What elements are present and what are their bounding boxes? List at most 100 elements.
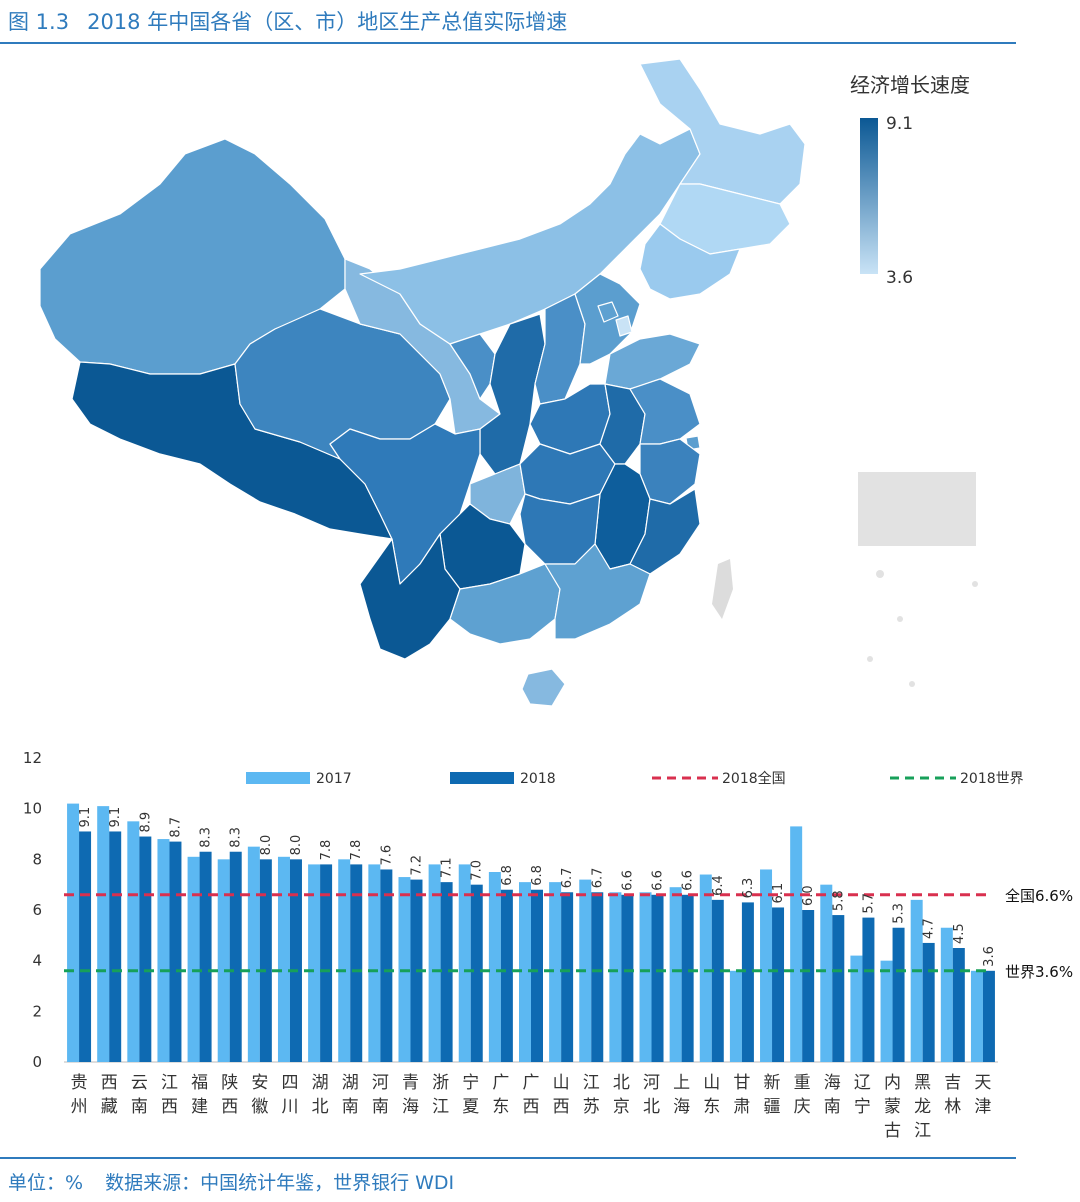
data-label-2018: 7.1	[440, 857, 455, 878]
x-tick-label: 江	[161, 1073, 178, 1093]
x-tick-label: 西	[221, 1097, 238, 1117]
legend-swatch-2018	[450, 772, 514, 784]
data-label-2018: 6.8	[500, 865, 515, 886]
x-tick-label: 庆	[794, 1097, 811, 1117]
legend-label-2018: 2018	[520, 771, 556, 787]
x-tick-label: 西	[553, 1097, 570, 1117]
x-tick-label: 南	[131, 1097, 148, 1117]
y-tick-label: 0	[32, 1053, 42, 1071]
bar-2018	[922, 942, 935, 1062]
y-tick-label: 4	[32, 952, 42, 970]
data-label-2018: 6.0	[801, 885, 816, 906]
bar-2017	[699, 874, 712, 1062]
bar-2018	[621, 894, 634, 1062]
x-tick-label: 吉	[944, 1073, 961, 1093]
bar-2017	[157, 839, 170, 1062]
bar-2018	[109, 831, 122, 1062]
bar-2017	[970, 970, 983, 1062]
bar-2018	[350, 864, 363, 1062]
bar-2018	[500, 889, 513, 1062]
bar-2017	[790, 826, 803, 1062]
data-label-2018: 5.3	[892, 903, 907, 924]
south-china-sea-island	[897, 616, 903, 622]
region-hainan	[521, 668, 566, 707]
bar-2017	[308, 864, 321, 1062]
data-label-2018: 7.0	[470, 860, 485, 881]
bar-2017	[368, 864, 381, 1062]
x-tick-label: 南	[824, 1097, 841, 1117]
y-tick-label: 10	[23, 800, 42, 818]
x-tick-label: 北	[312, 1097, 329, 1117]
x-tick-label: 宁	[462, 1073, 479, 1093]
region-heilongjiang	[639, 58, 806, 205]
bar-2018	[832, 915, 845, 1062]
bar-2017	[880, 960, 893, 1062]
x-tick-label: 福	[191, 1073, 208, 1093]
data-label-2018: 7.6	[379, 845, 394, 866]
data-label-2018: 6.8	[530, 865, 545, 886]
bar-2017	[760, 869, 773, 1062]
data-label-2018: 7.8	[319, 840, 334, 861]
bar-2018	[711, 899, 724, 1062]
x-tick-label: 南	[372, 1097, 389, 1117]
x-tick-label: 湖	[312, 1073, 329, 1093]
data-label-2018: 6.3	[741, 878, 756, 899]
south-china-sea-island	[867, 656, 873, 662]
x-tick-label: 北	[643, 1097, 660, 1117]
bar-2017	[247, 846, 260, 1062]
map-legend-min-label: 3.6	[886, 268, 913, 288]
data-label-2018: 8.3	[199, 827, 214, 848]
region-fujian	[629, 488, 701, 575]
south-china-sea-island	[876, 570, 884, 578]
bar-2018	[561, 892, 574, 1062]
bar-2018	[470, 884, 483, 1062]
source-note: 数据来源：中国统计年鉴，世界银行 WDI	[105, 1172, 455, 1194]
x-tick-label: 浙	[432, 1073, 449, 1093]
bar-2018	[952, 948, 965, 1062]
bar-2018	[79, 831, 92, 1062]
data-label-2018: 4.7	[922, 918, 937, 939]
data-label-2018: 7.8	[349, 840, 364, 861]
data-label-2018: 5.7	[861, 893, 876, 914]
region-guangdong	[544, 543, 651, 640]
bar-2018	[380, 869, 393, 1062]
bar-2018	[139, 836, 152, 1062]
bar-2018	[982, 970, 995, 1062]
figure-title-text: 2018 年中国各省（区、市）地区生产总值实际增速	[87, 10, 568, 34]
x-tick-label: 京	[613, 1097, 630, 1117]
x-tick-label: 津	[974, 1097, 991, 1117]
y-tick-label: 8	[32, 850, 42, 868]
legend-label-national: 2018全国	[722, 770, 786, 787]
data-label-2018: 6.6	[620, 870, 635, 891]
legend-label-2017: 2017	[316, 771, 352, 787]
bar-2018	[772, 907, 785, 1062]
region-beijing	[597, 301, 619, 323]
reference-line-label: 全国6.6%	[1005, 887, 1073, 905]
top-rule	[0, 42, 1016, 44]
region-liaoning	[639, 223, 741, 300]
bar-chart: 0 2 4 6 8 10 12 全国6.6% 世界3.6% 9.1 9.1 8.9 8.7 8.3 8.…	[23, 749, 1073, 1141]
x-tick-label: 云	[131, 1073, 148, 1093]
y-tick-label: 2	[32, 1002, 42, 1020]
bar-2018	[531, 889, 543, 1062]
x-tick-label: 四	[281, 1073, 298, 1093]
data-label-2018: 6.7	[590, 868, 605, 889]
region-taiwan	[712, 559, 733, 619]
y-tick-label: 12	[23, 749, 42, 767]
x-tick-label: 海	[824, 1073, 841, 1093]
x-tick-label: 龙	[914, 1097, 931, 1117]
x-tick-label: 东	[492, 1097, 509, 1117]
data-label-2018: 9.1	[108, 807, 123, 828]
x-tick-label: 重	[794, 1073, 811, 1093]
x-tick-label: 东	[703, 1097, 720, 1117]
x-tick-label: 藏	[101, 1097, 118, 1117]
bar-2017	[940, 927, 953, 1062]
choropleth-map: 经济增长速度 9.1 3.6	[39, 58, 978, 707]
bar-2017	[609, 892, 622, 1062]
bottom-rule	[0, 1157, 1016, 1159]
bar-2017	[549, 882, 562, 1062]
x-tick-label: 江	[914, 1121, 931, 1141]
map-legend-title: 经济增长速度	[850, 73, 970, 97]
x-tick-label: 南	[342, 1097, 359, 1117]
bar-2018	[892, 927, 905, 1062]
